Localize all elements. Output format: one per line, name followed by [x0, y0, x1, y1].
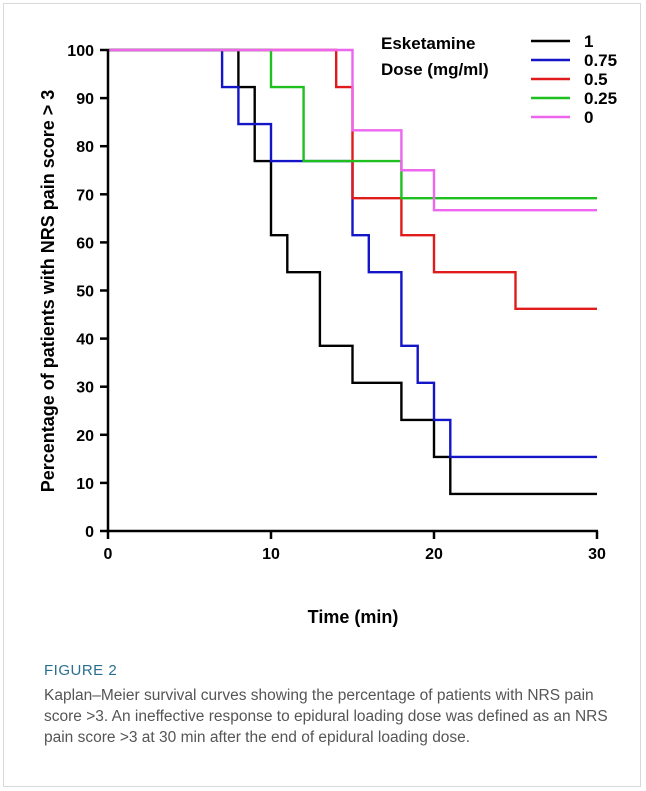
y-tick-label: 0	[85, 524, 94, 541]
legend-title-line: Esketamine	[381, 34, 476, 53]
figure-label: FIGURE 2	[44, 662, 118, 679]
legend-label-4: 0	[584, 108, 593, 127]
y-axis-title: Percentage of patients with NRS pain sco…	[38, 90, 58, 493]
y-tick-label: 30	[76, 380, 94, 397]
series-line-3	[108, 48, 597, 200]
caption-text: Kaplan–Meier survival curves showing the…	[44, 687, 608, 746]
x-axis-title: Time (min)	[308, 607, 399, 627]
y-tick-label: 90	[76, 91, 94, 108]
figure-caption: FIGURE 2 Kaplan–Meier survival curves sh…	[44, 662, 634, 748]
y-tick-label: 60	[76, 235, 94, 252]
legend-label-0: 1	[584, 32, 593, 51]
series-line-4	[108, 48, 597, 212]
legend-label-2: 0.5	[584, 70, 608, 89]
x-tick-label: 10	[262, 546, 280, 563]
y-tick-label: 100	[67, 43, 94, 60]
legend-label-3: 0.25	[584, 89, 617, 108]
series-line-1	[108, 48, 597, 459]
figure-frame: 0 10 20 30 40 50 60 70 80 90 100 0 10 20 30 Esketamine…	[3, 3, 641, 787]
y-tick-label: 80	[76, 139, 94, 156]
series-line-2	[108, 48, 597, 310]
series-line-0	[108, 48, 597, 496]
legend-label-1: 0.75	[584, 51, 617, 70]
y-tick-label: 50	[76, 284, 94, 301]
legend: Esketamine Dose (mg/ml) 10.750.50.250	[381, 32, 617, 127]
x-tick-label: 30	[588, 546, 606, 563]
y-tick-label: 10	[76, 476, 94, 493]
x-tick-label: 0	[104, 546, 113, 563]
y-tick-label: 40	[76, 332, 94, 349]
axes: 0 10 20 30 40 50 60 70 80 90 100 0 10 20 30	[67, 43, 606, 563]
x-tick-label: 20	[425, 546, 443, 563]
y-tick-label: 70	[76, 187, 94, 204]
y-tick-label: 20	[76, 428, 94, 445]
legend-title-line: Dose (mg/ml)	[381, 60, 489, 79]
survival-curves	[108, 48, 597, 496]
